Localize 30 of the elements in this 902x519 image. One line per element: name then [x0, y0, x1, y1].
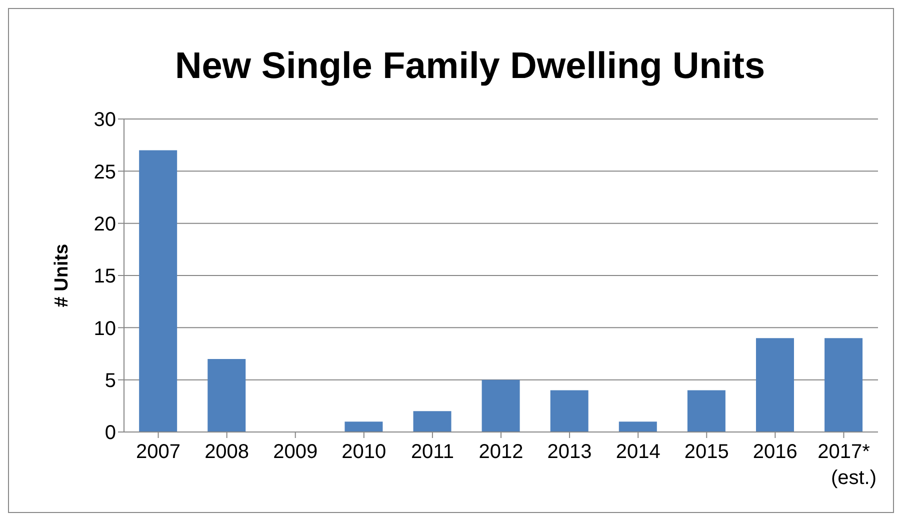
x-tick-label: 2016 [752, 441, 798, 463]
y-tick-label: 10 [94, 318, 116, 340]
bar [139, 150, 178, 432]
bar [687, 390, 726, 432]
bar [344, 422, 383, 432]
y-axis-title: # Units [52, 244, 73, 308]
y-tick-label: 20 [94, 213, 116, 236]
x-tick-label: 2015 [684, 441, 729, 463]
x-tick-label: 2012 [478, 441, 524, 463]
x-tick-label: 2007 [136, 441, 181, 463]
y-tick-label: 0 [104, 422, 116, 444]
bar [482, 380, 520, 432]
y-tick-label: 25 [94, 161, 116, 184]
bar [413, 411, 452, 432]
x-tick-label: 2009 [273, 441, 318, 463]
x-tick-label: 2013 [547, 441, 592, 463]
x-tick-label: 2017* (est.) [818, 441, 877, 489]
bar [208, 358, 246, 432]
chart-title: New Single Family Dwelling Units [174, 45, 766, 86]
y-tick-label: 30 [94, 109, 116, 132]
x-tick-label: 2010 [342, 441, 386, 463]
x-tick-label: 2008 [204, 441, 250, 463]
bar [618, 422, 657, 432]
x-tick-label: 2014 [616, 441, 660, 463]
bar [756, 338, 794, 432]
y-tick-label: 5 [104, 370, 116, 392]
bar [824, 338, 863, 432]
x-tick-label: 2011 [410, 441, 454, 463]
y-tick-label: 15 [94, 266, 116, 288]
bar [550, 390, 588, 432]
